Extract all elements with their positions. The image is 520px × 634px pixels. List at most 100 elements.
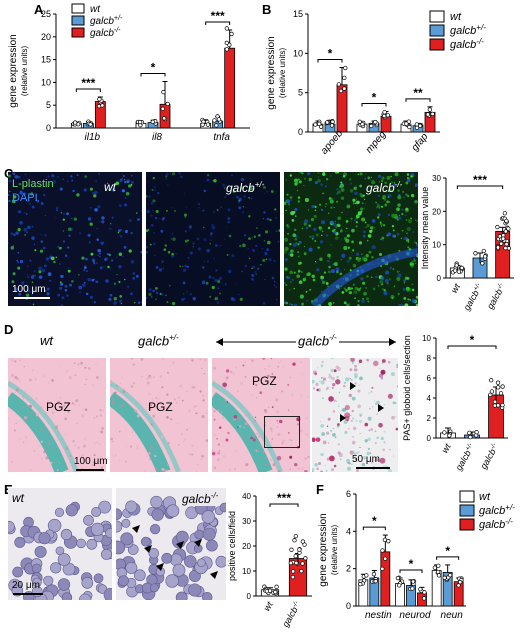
y-axis-label: Intensity mean value [420, 187, 430, 270]
texture-speck [373, 226, 376, 229]
texture-speck [178, 444, 180, 446]
texture-speck [290, 443, 293, 446]
texture-speck [41, 458, 43, 460]
texture-speck [206, 173, 210, 177]
significance-marker: * [409, 557, 414, 571]
texture-speck [221, 411, 223, 413]
texture-speck [148, 292, 152, 297]
texture-speck [225, 378, 228, 382]
texture-speck [327, 253, 331, 258]
texture-speck [404, 214, 407, 217]
texture-speck [149, 445, 153, 450]
data-point [442, 575, 447, 580]
texture-speck [411, 283, 414, 286]
arrowhead-marker [132, 525, 140, 533]
texture-speck [109, 293, 113, 297]
texture-speck [392, 229, 395, 232]
significance-bracket [269, 503, 299, 507]
texture-speck [265, 258, 268, 261]
texture-speck [68, 283, 73, 287]
data-point [214, 123, 219, 128]
texture-speck [213, 418, 216, 421]
texture-speck [415, 243, 418, 247]
texture-speck [124, 278, 126, 281]
texture-speck [131, 431, 134, 434]
texture-speck [128, 184, 132, 188]
texture-speck [17, 228, 21, 232]
texture-speck [130, 183, 133, 186]
texture-speck [195, 463, 197, 465]
cell-nucleus [83, 514, 94, 526]
texture-speck [231, 399, 233, 402]
texture-speck [386, 175, 391, 180]
texture-speck [243, 426, 245, 429]
texture-speck [287, 431, 290, 434]
texture-speck [297, 243, 300, 246]
texture-speck [320, 420, 322, 423]
texture-speck [372, 287, 376, 291]
texture-speck [353, 364, 358, 368]
texture-speck [274, 216, 277, 219]
texture-speck [330, 429, 333, 432]
texture-speck [178, 385, 180, 388]
texture-speck [331, 386, 334, 389]
texture-speck [34, 378, 38, 381]
texture-speck [152, 242, 156, 246]
x-tick-label: wt [449, 282, 462, 295]
data-point [504, 242, 509, 247]
texture-speck [215, 452, 218, 455]
texture-speck [352, 396, 356, 401]
texture-speck [101, 216, 105, 220]
texture-speck [38, 276, 40, 278]
texture-speck [332, 263, 335, 266]
texture-speck [216, 209, 219, 211]
cell-nucleus [90, 522, 105, 536]
texture-speck [276, 419, 279, 422]
texture-speck [198, 206, 200, 209]
texture-speck [183, 193, 185, 195]
texture-speck [404, 230, 406, 233]
significance-bracket [205, 21, 231, 25]
significance-bracket [361, 103, 387, 107]
texture-speck [301, 227, 304, 230]
texture-speck [414, 183, 418, 187]
texture-speck [390, 181, 394, 184]
texture-speck [380, 369, 386, 375]
texture-speck [328, 455, 335, 462]
texture-speck [234, 283, 237, 285]
texture-speck [284, 249, 287, 254]
data-point [497, 234, 503, 239]
texture-speck [365, 226, 368, 228]
texture-speck [70, 452, 73, 455]
texture-speck [47, 272, 52, 277]
genotype-superscript: -/- [210, 491, 219, 500]
texture-speck [242, 206, 245, 208]
texture-speck [376, 185, 379, 189]
texture-speck [272, 463, 276, 467]
arrow-head-left [216, 338, 223, 346]
texture-speck [411, 175, 414, 178]
texture-speck [56, 424, 59, 427]
cell-nucleus [175, 591, 188, 600]
cell-nucleus [31, 563, 42, 574]
texture-speck [358, 419, 363, 423]
texture-speck [338, 391, 341, 394]
texture-speck [222, 382, 227, 388]
texture-speck [345, 220, 349, 223]
texture-speck [148, 457, 150, 459]
texture-speck [337, 190, 341, 194]
texture-speck [380, 179, 384, 183]
texture-speck [328, 265, 331, 269]
texture-speck [157, 398, 160, 401]
texture-speck [396, 209, 399, 212]
texture-speck [24, 234, 26, 236]
texture-speck [19, 437, 22, 440]
texture-speck [151, 397, 154, 400]
texture-speck [289, 289, 291, 291]
texture-speck [119, 295, 123, 298]
micrograph-c-ko: galcb-/- [284, 172, 418, 306]
texture-speck [11, 199, 16, 204]
texture-speck [110, 437, 114, 441]
texture-speck [69, 455, 72, 457]
